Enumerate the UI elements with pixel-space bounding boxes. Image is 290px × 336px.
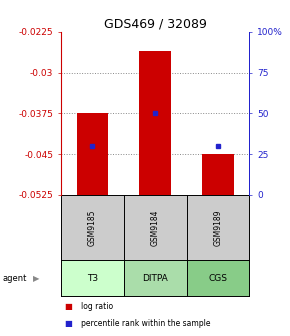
Text: percentile rank within the sample: percentile rank within the sample: [81, 319, 211, 328]
Text: ■: ■: [64, 319, 72, 328]
Text: T3: T3: [87, 274, 98, 283]
FancyBboxPatch shape: [186, 260, 249, 296]
Text: GSM9184: GSM9184: [151, 209, 160, 246]
Text: agent: agent: [3, 274, 27, 283]
Bar: [77, 114, 108, 195]
Bar: [139, 51, 171, 195]
Text: DITPA: DITPA: [142, 274, 168, 283]
Text: GSM9189: GSM9189: [213, 209, 222, 246]
Text: ▶: ▶: [33, 274, 40, 283]
Text: log ratio: log ratio: [81, 302, 113, 311]
Text: GSM9185: GSM9185: [88, 209, 97, 246]
Bar: [202, 154, 234, 195]
FancyBboxPatch shape: [124, 260, 186, 296]
Text: ■: ■: [64, 302, 72, 311]
FancyBboxPatch shape: [61, 260, 124, 296]
Title: GDS469 / 32089: GDS469 / 32089: [104, 18, 206, 31]
Text: CGS: CGS: [209, 274, 227, 283]
